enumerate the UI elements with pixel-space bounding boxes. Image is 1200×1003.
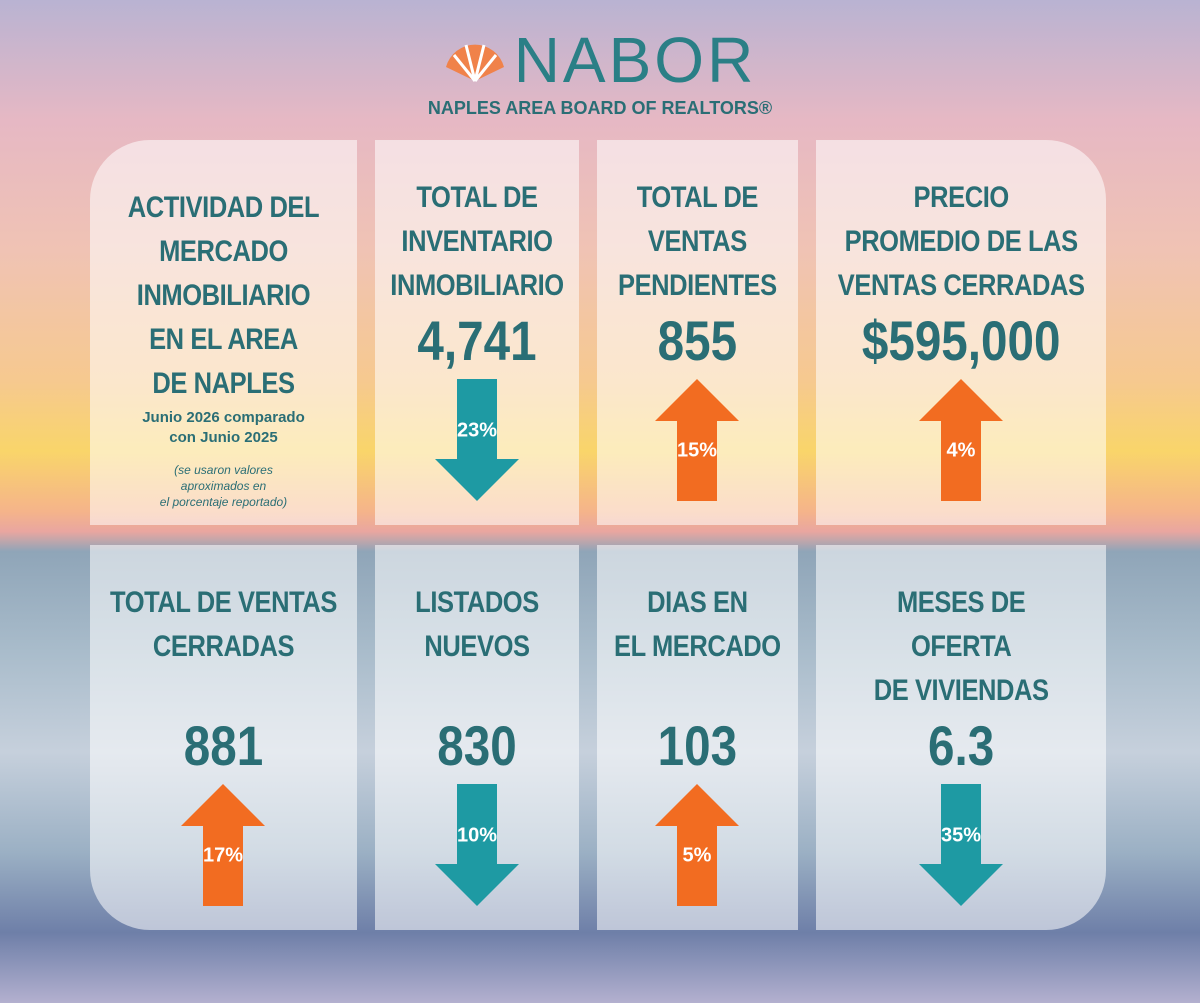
logo-subtitle: NAPLES AREA BOARD OF REALTORS® <box>427 98 773 118</box>
stat-card: TOTAL DE INVENTARIO INMOBILIARIO 4,741 23% <box>374 140 579 525</box>
intro-title-line: DE NAPLES <box>152 367 295 400</box>
stat-card: DIAS EN EL MERCADO 103 5% <box>596 545 798 930</box>
arrow-shape <box>918 784 1003 906</box>
stat-title-line: TOTAL DE VENTAS <box>110 586 337 619</box>
change-arrow: 4% <box>918 379 1003 501</box>
stat-title: TOTAL DE INVENTARIO INMOBILIARIO <box>375 176 579 311</box>
logo-shell <box>445 44 504 82</box>
stat-value: 855 <box>657 309 738 372</box>
stat-title-line: VENTAS <box>647 225 747 258</box>
stat-card: PRECIO PROMEDIO DE LAS VENTAS CERRADAS $595… <box>815 140 1106 525</box>
stat-title-line: TOTAL DE <box>636 181 759 214</box>
arrow-shape <box>434 379 519 501</box>
logo-name: NABOR <box>513 24 757 96</box>
stat-title-line: EL MERCADO <box>613 630 781 663</box>
stat-title-line: PENDIENTES <box>617 269 777 302</box>
stat-value: 6.3 <box>927 714 994 777</box>
stat-title-line: PROMEDIO DE LAS <box>844 225 1078 258</box>
stat-title-line: CERRADAS <box>152 630 295 663</box>
arrow-shape <box>181 784 266 906</box>
stat-title-line: DIAS EN <box>647 586 748 619</box>
intro-note-line: aproximados en <box>180 479 267 493</box>
intro-subtitle-line: Junio 2026 comparado <box>142 409 305 426</box>
arrow-shape <box>655 379 740 501</box>
stat-value: 4,741 <box>417 309 537 372</box>
stat-title: MESES DE OFERTA DE VIVIENDAS <box>816 581 1106 716</box>
stat-title-line: DE VIVIENDAS <box>873 674 1049 707</box>
stat-card: TOTAL DE VENTAS PENDIENTES 855 15% <box>596 140 798 525</box>
stat-title: DIAS EN EL MERCADO <box>597 581 798 716</box>
change-arrow: 35% <box>918 784 1003 906</box>
stat-title-line: LISTADOS <box>415 586 539 619</box>
stat-title-line: OFERTA <box>910 630 1012 663</box>
stats-grid: ACTIVIDAD DEL MERCADO INMOBILIARIO EN EL AR… <box>90 140 1106 930</box>
stat-card: LISTADOS NUEVOS 830 10% <box>374 545 579 930</box>
intro-title: ACTIVIDAD DEL MERCADO INMOBILIARIO EN EL AR… <box>90 186 357 406</box>
intro-title-line: EN EL AREA <box>149 323 298 356</box>
stat-title-line: INMOBILIARIO <box>390 269 564 302</box>
change-label: 5% <box>683 844 712 866</box>
stat-title-line: TOTAL DE <box>416 181 538 214</box>
stat-value: 103 <box>657 714 738 777</box>
stat-card: TOTAL DE VENTAS CERRADAS 881 17% <box>90 545 357 930</box>
intro-subtitle: Junio 2026 comparado con Junio 2025 <box>90 408 357 448</box>
stat-title-line: MESES DE <box>896 586 1026 619</box>
logo-name-row: NABOR <box>444 28 757 92</box>
arrow-shape <box>655 784 740 906</box>
stat-value: 830 <box>437 714 517 777</box>
intro-card: ACTIVIDAD DEL MERCADO INMOBILIARIO EN EL AR… <box>90 140 357 525</box>
stat-title-line: NUEVOS <box>424 630 530 663</box>
change-arrow: 23% <box>434 379 519 501</box>
intro-title-line: ACTIVIDAD DEL <box>127 191 320 224</box>
change-label: 35% <box>941 824 981 846</box>
change-arrow: 10% <box>434 784 519 906</box>
change-label: 23% <box>457 419 497 441</box>
intro-note-line: el porcentaje reportado) <box>159 495 288 509</box>
stat-title-line: PRECIO <box>913 181 1009 214</box>
stat-title-line: VENTAS CERRADAS <box>837 269 1085 302</box>
intro-title-line: MERCADO <box>159 235 288 268</box>
change-label: 10% <box>457 824 497 846</box>
arrow-shape <box>918 379 1003 501</box>
change-label: 17% <box>203 844 243 866</box>
change-arrow: 17% <box>181 784 266 906</box>
change-label: 15% <box>677 439 717 461</box>
intro-note: (se usaron valores aproximados en el porce… <box>90 462 357 510</box>
stat-title-line: INVENTARIO <box>401 225 553 258</box>
stat-title: TOTAL DE VENTAS CERRADAS <box>90 581 357 716</box>
arrow-shape <box>434 784 519 906</box>
change-label: 4% <box>946 439 975 461</box>
stat-value: $595,000 <box>861 309 1061 372</box>
stat-value: 881 <box>183 714 264 777</box>
stat-card: MESES DE OFERTA DE VIVIENDAS 6.3 35% <box>815 545 1106 930</box>
change-arrow: 15% <box>655 379 740 501</box>
stat-title: LISTADOS NUEVOS <box>375 581 579 716</box>
stat-title: PRECIO PROMEDIO DE LAS VENTAS CERRADAS <box>816 176 1106 311</box>
intro-note-line: (se usaron valores <box>174 463 273 477</box>
intro-subtitle-line: con Junio 2025 <box>169 429 278 446</box>
logo: NABOR NAPLES AREA BOARD OF REALTORS® <box>0 28 1200 119</box>
change-arrow: 5% <box>655 784 740 906</box>
intro-title-line: INMOBILIARIO <box>136 279 311 312</box>
stat-title: TOTAL DE VENTAS PENDIENTES <box>597 176 798 311</box>
